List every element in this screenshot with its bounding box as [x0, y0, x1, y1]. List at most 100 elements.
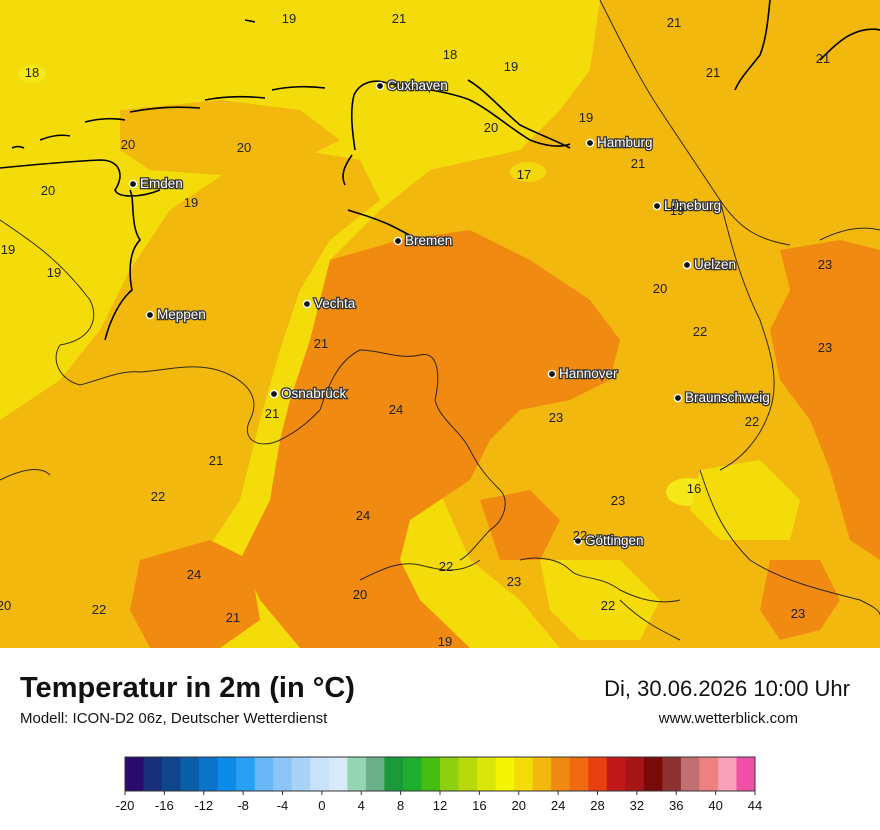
legend-tick-label: 0: [318, 798, 325, 813]
temperature-value: 23: [818, 340, 832, 355]
temperature-value: 19: [579, 110, 593, 125]
temperature-value: 20: [484, 120, 498, 135]
map-footer: Temperatur in 2m (in °C) Modell: ICON-D2…: [0, 648, 880, 830]
city-marker: [652, 201, 662, 211]
city-label: Hamburg: [597, 135, 653, 150]
city-marker: [375, 81, 385, 91]
legend-tick-label: 24: [551, 798, 565, 813]
field-19-20-southeast: [690, 460, 800, 540]
field-18-patch: [18, 65, 46, 83]
field-23-24-southeast: [760, 560, 840, 640]
legend-swatch: [514, 757, 534, 791]
legend-swatch: [625, 757, 645, 791]
city-marker: [145, 310, 155, 320]
legend-swatch: [365, 757, 385, 791]
city-bremen: Bremen: [393, 232, 454, 249]
temperature-value: 21: [706, 65, 720, 80]
city-marker: [393, 236, 403, 246]
legend-swatch: [162, 757, 181, 791]
legend-swatch: [291, 757, 311, 791]
legend-swatch: [402, 757, 422, 791]
city-label: Osnabrück: [281, 386, 347, 401]
temperature-value: 18: [443, 47, 457, 62]
legend-swatch: [662, 757, 682, 791]
city-label: Lüneburg: [664, 198, 721, 213]
city-label: Hannover: [559, 366, 618, 381]
city-osnabrück: Osnabrück: [269, 385, 348, 402]
temperature-value: 19: [504, 59, 518, 74]
legend-swatch: [680, 757, 700, 791]
city-hamburg: Hamburg: [585, 134, 654, 151]
city-label: Bremen: [405, 233, 452, 248]
temperature-value: 23: [611, 493, 625, 508]
field-19-20-south: [540, 560, 660, 640]
city-uelzen: Uelzen: [682, 256, 737, 273]
city-label: Cuxhaven: [387, 78, 448, 93]
field-21-22-west: [0, 150, 380, 648]
legend-swatch: [328, 757, 348, 791]
temperature-value: 21: [226, 610, 240, 625]
temperature-value: 23: [507, 574, 521, 589]
legend-swatch: [606, 757, 626, 791]
forecast-datetime: Di, 30.06.2026 10:00 Uhr: [604, 676, 850, 701]
temperature-value: 17: [517, 167, 531, 182]
temperature-value: 21: [667, 15, 681, 30]
temperature-value: 24: [389, 402, 403, 417]
field-23-24-central: [240, 230, 620, 648]
legend-tick-label: 40: [708, 798, 722, 813]
field-23-24-south: [480, 490, 560, 560]
temperature-value: 20: [121, 137, 135, 152]
temperature-value: 22: [439, 559, 453, 574]
field-23-24-southwest: [130, 540, 260, 648]
legend-swatch: [384, 757, 404, 791]
city-braunschweig: Braunschweig: [673, 389, 771, 406]
legend-swatch: [125, 757, 144, 791]
city-vechta: Vechta: [302, 295, 357, 312]
city-marker: [673, 393, 683, 403]
legend-swatch: [699, 757, 719, 791]
temperature-value: 21: [392, 11, 406, 26]
city-label: Meppen: [157, 307, 206, 322]
coastline: [0, 0, 880, 341]
city-label: Göttingen: [585, 533, 644, 548]
city-lüneburg: Lüneburg: [652, 197, 722, 214]
temperature-value: 20: [237, 140, 251, 155]
temperature-value: 16: [687, 481, 701, 496]
legend-tick-label: 8: [397, 798, 404, 813]
legend-swatch: [310, 757, 330, 791]
temperature-value: 23: [791, 606, 805, 621]
legend-tick-label: 16: [472, 798, 486, 813]
website-link[interactable]: www.wetterblick.com: [658, 710, 798, 727]
legend-swatch: [236, 757, 256, 791]
temperature-value: 23: [549, 410, 563, 425]
temperature-value: 19: [670, 203, 684, 218]
temperature-value: 21: [265, 406, 279, 421]
city-marker: [573, 536, 583, 546]
temperature-value: 20: [0, 598, 11, 613]
legend-swatch: [736, 757, 756, 791]
legend-swatch: [143, 757, 163, 791]
map-canvas: Cuxhaven Hamburg Emden Lüneburg Bremen Uelzen…: [0, 0, 880, 648]
legend-swatch: [421, 757, 441, 791]
city-marker: [269, 389, 279, 399]
legend-tick-label: 36: [669, 798, 683, 813]
temperature-value: 20: [653, 281, 667, 296]
legend-swatch: [477, 757, 496, 791]
legend-tick-label: 32: [630, 798, 644, 813]
temperature-value: 22: [151, 489, 165, 504]
legend-tick-label: 4: [358, 798, 365, 813]
temperature-value: 21: [816, 51, 830, 66]
temperature-value: 22: [92, 602, 106, 617]
temperature-value: 20: [41, 183, 55, 198]
temperature-value: 21: [209, 453, 223, 468]
legend-tick-label: -12: [194, 798, 213, 813]
legend-swatch: [440, 757, 459, 791]
state-borders: [0, 0, 880, 641]
city-label: Uelzen: [694, 257, 736, 272]
city-göttingen: Göttingen: [573, 532, 645, 549]
legend-swatch: [199, 757, 219, 791]
legend-swatch: [532, 757, 552, 791]
legend-tick-label: 20: [512, 798, 526, 813]
temperature-value: 22: [573, 528, 587, 543]
city-marker: [547, 369, 557, 379]
